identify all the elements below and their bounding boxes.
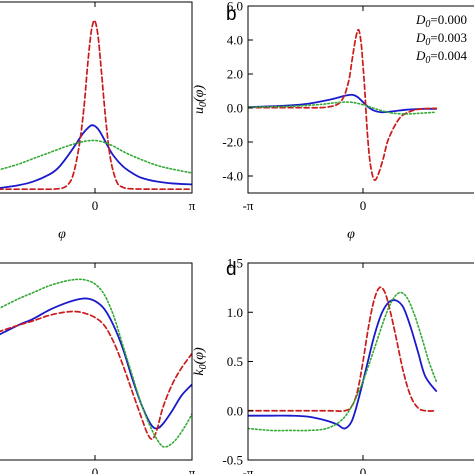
y-tick-label: 0.0 <box>227 101 243 116</box>
x-tick-label: -π <box>243 465 254 474</box>
panel-a: 0 π φ <box>0 1 196 242</box>
panel-label: b <box>226 4 237 25</box>
series-line-red <box>248 286 438 412</box>
x-axis-label: φ <box>58 227 66 242</box>
y-tick-label: -4.0 <box>222 169 243 184</box>
x-tick-label: -π <box>243 198 254 213</box>
x-tick-label: π <box>189 198 196 213</box>
legend-entry: D0=0.003 <box>415 30 467 48</box>
y-tick-label: -2.0 <box>222 135 243 150</box>
x-axis-label: φ <box>347 227 355 242</box>
y-tick-label: 6.0 <box>227 0 243 14</box>
y-tick-label: 1.0 <box>227 305 243 320</box>
y-tick-label: 0.0 <box>227 403 243 418</box>
x-tick-label: 0 <box>360 465 367 474</box>
y-tick-label: -0.5 <box>222 453 243 468</box>
x-tick-label: 0 <box>92 465 99 474</box>
series-line-green <box>248 291 438 432</box>
series-line-green <box>0 278 192 448</box>
y-tick-label: 1.5 <box>227 256 243 271</box>
panel-d: -π 0 1.5 1.0 0.5 0.0 -0.5 k0(φ) d <box>192 256 474 474</box>
series-line-green <box>0 139 192 174</box>
series-line-blue <box>248 93 438 114</box>
series-line-red <box>0 310 192 440</box>
series-line-blue <box>0 297 192 430</box>
series-line-red <box>0 19 192 191</box>
x-tick-label: 0 <box>92 198 99 213</box>
y-tick-label: 4.0 <box>227 33 243 48</box>
panel-label: d <box>226 259 237 280</box>
plot-frame <box>0 262 193 461</box>
legend-entry: D0=0.004 <box>415 48 467 66</box>
x-tick-label: π <box>189 465 196 474</box>
series-line-blue <box>0 124 192 189</box>
y-axis-label: k0(φ) <box>192 347 209 376</box>
x-tick-label: 0 <box>360 198 367 213</box>
series-line-red <box>248 28 438 182</box>
series-line-blue <box>248 299 438 430</box>
legend-entry: D0=0.000 <box>415 12 467 30</box>
y-tick-label: 0.5 <box>227 354 243 369</box>
y-tick-label: 2.0 <box>227 67 243 82</box>
plot-frame <box>0 1 193 194</box>
series-line-green <box>248 101 438 115</box>
y-axis-label: u0(φ) <box>192 85 209 114</box>
